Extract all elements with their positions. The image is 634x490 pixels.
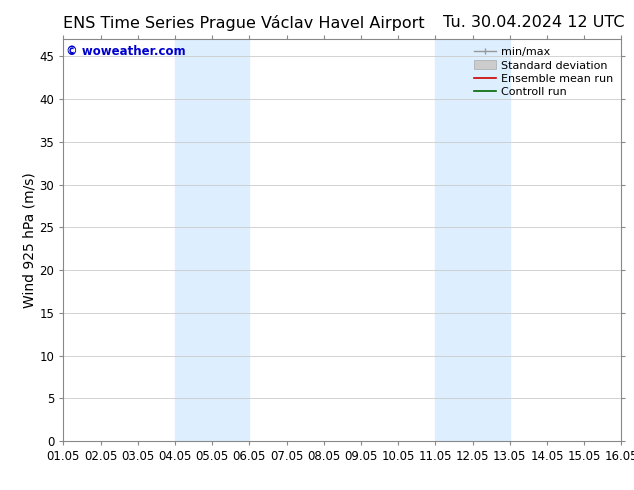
Bar	[175, 39, 249, 441]
Text: © woweather.com: © woweather.com	[66, 45, 186, 58]
Bar	[436, 39, 510, 441]
Text: ENS Time Series Prague Václav Havel Airport: ENS Time Series Prague Václav Havel Airp…	[63, 15, 425, 31]
Legend: min/max, Standard deviation, Ensemble mean run, Controll run: min/max, Standard deviation, Ensemble me…	[471, 45, 616, 99]
Text: Tu. 30.04.2024 12 UTC: Tu. 30.04.2024 12 UTC	[443, 15, 624, 30]
Y-axis label: Wind 925 hPa (m/s): Wind 925 hPa (m/s)	[23, 172, 37, 308]
